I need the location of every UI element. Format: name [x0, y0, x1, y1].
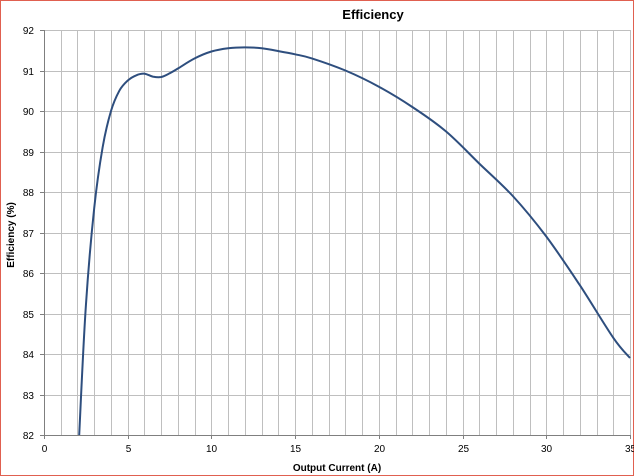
y-tick-label: 89: [23, 148, 35, 159]
y-tick-label: 92: [23, 26, 35, 37]
y-tick-label: 84: [23, 350, 35, 361]
series-group: [78, 46, 631, 436]
x-tick-label: 10: [206, 444, 218, 455]
x-tick-label: 20: [374, 444, 386, 455]
x-tick-label: 5: [126, 444, 132, 455]
x-tick-label: 15: [290, 444, 302, 455]
y-tick-label: 88: [23, 188, 35, 199]
x-tick-label: 35: [625, 444, 634, 455]
grid-lines: [44, 30, 631, 436]
chart-title: Efficiency: [342, 7, 404, 22]
x-axis-title: Output Current (A): [293, 463, 381, 474]
x-tick-label: 30: [541, 444, 553, 455]
y-tick-label: 85: [23, 310, 35, 321]
y-tick-label: 91: [23, 67, 35, 78]
series-line-efficiency: [78, 46, 631, 436]
x-tick-label: 25: [458, 444, 470, 455]
y-tick-label: 87: [23, 229, 35, 240]
y-tick-label: 83: [23, 391, 35, 402]
y-tick-label: 82: [23, 431, 35, 442]
axes: [40, 30, 631, 439]
y-tick-label: 86: [23, 269, 35, 280]
y-axis-title: Efficiency (%): [6, 202, 17, 268]
y-tick-label: 90: [23, 107, 35, 118]
x-tick-label: 0: [42, 444, 48, 455]
tick-labels: 82 83 84 85 86 87 88 89 90 91 92 0 5 10 15 20 25 30 35: [23, 26, 634, 455]
